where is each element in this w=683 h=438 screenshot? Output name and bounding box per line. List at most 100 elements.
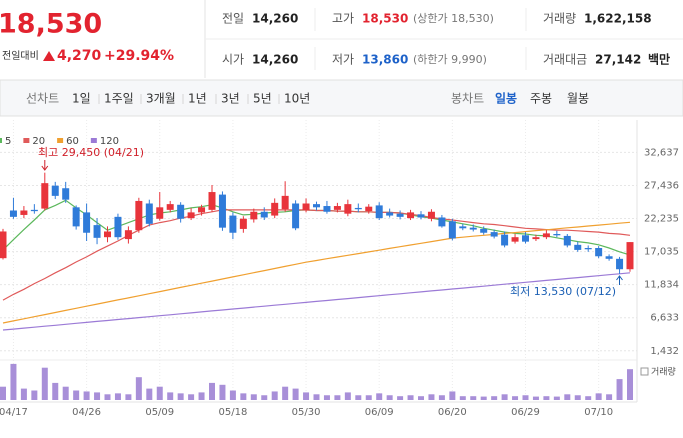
volume-bar xyxy=(125,394,132,400)
candle-body xyxy=(72,207,80,227)
stat-note: (상한가 18,530) xyxy=(413,12,494,25)
tab[interactable]: 주봉 xyxy=(530,92,552,106)
volume-bar xyxy=(418,396,424,400)
candle-body xyxy=(459,226,467,229)
y-tick-label: 1,432 xyxy=(650,346,679,357)
volume-bar xyxy=(323,395,330,400)
candle-body xyxy=(208,192,216,210)
x-tick-label: 05/30 xyxy=(292,407,321,418)
tab[interactable]: 1주일 xyxy=(104,92,134,106)
volume-bar xyxy=(543,396,550,400)
candle-body xyxy=(448,221,456,239)
volume-bar xyxy=(209,382,215,400)
candle-body xyxy=(553,234,561,236)
candle-body xyxy=(323,206,331,212)
tab[interactable]: 10년 xyxy=(284,92,310,106)
candle-body xyxy=(292,203,300,229)
volume-bar xyxy=(627,369,633,400)
tab[interactable]: 일봉 xyxy=(495,92,517,106)
volume-bar xyxy=(261,395,268,400)
candle-body xyxy=(563,235,571,246)
candle-body xyxy=(584,248,592,250)
candle-body xyxy=(386,212,394,216)
candle-body xyxy=(365,206,373,212)
tab[interactable]: 3년 xyxy=(221,92,240,106)
candle-body xyxy=(375,205,383,219)
volume-bar xyxy=(303,392,310,400)
candle-body xyxy=(605,256,613,259)
volume-bar xyxy=(376,393,383,400)
x-tick-label: 06/20 xyxy=(438,407,467,418)
volume-bar xyxy=(20,388,27,400)
candle-body xyxy=(239,218,247,229)
candle-body xyxy=(260,211,268,218)
tab[interactable]: 월봉 xyxy=(567,92,589,106)
volume-bar xyxy=(282,386,289,400)
y-tick-label: 11,834 xyxy=(644,280,679,291)
tab[interactable]: 1년 xyxy=(188,92,207,106)
stat-value: 18,530 xyxy=(362,12,408,26)
volume-bar xyxy=(292,388,299,400)
volume-bar xyxy=(532,396,539,400)
candle-body xyxy=(218,194,226,228)
stat-label: 시가 xyxy=(222,53,244,67)
volume-bar xyxy=(198,392,205,400)
legend-label: 5 xyxy=(5,136,11,147)
candle-body xyxy=(302,203,310,211)
candle-body xyxy=(187,212,195,219)
annotation-arrow-head xyxy=(616,275,623,281)
current-price: 18,530 xyxy=(0,9,102,40)
candle-body xyxy=(417,214,425,218)
volume-bar xyxy=(146,388,153,400)
tab[interactable]: 5년 xyxy=(253,92,272,106)
candle-body xyxy=(511,237,519,242)
stat-value: 14,260 xyxy=(252,12,298,26)
stat-label: 저가 xyxy=(332,53,354,67)
volume-bar xyxy=(167,392,174,400)
candle-body xyxy=(9,210,17,217)
x-tick-label: 04/26 xyxy=(72,407,101,418)
tab[interactable]: 3개월 xyxy=(146,92,176,106)
candle-body xyxy=(542,233,550,238)
high-annotation: 최고 29,450 (04/21) xyxy=(38,146,144,159)
volume-bar xyxy=(574,395,581,400)
legend-label: 120 xyxy=(100,136,119,147)
candle-body xyxy=(145,203,153,224)
candle-body xyxy=(104,231,111,238)
tab: 봉차트 xyxy=(451,92,484,106)
volume-bar xyxy=(501,394,508,400)
volume-bar xyxy=(470,396,477,400)
volume-bar xyxy=(94,392,101,400)
change-rate: +29.94% xyxy=(104,48,174,64)
candle-body xyxy=(124,230,132,240)
tab[interactable]: 1일 xyxy=(72,92,91,106)
candle-body xyxy=(198,207,206,213)
plot xyxy=(0,120,637,402)
candle-body xyxy=(344,204,352,214)
stat-label: 거래량 xyxy=(543,12,576,26)
candle-body xyxy=(114,216,122,238)
candle-body xyxy=(490,232,498,237)
candle-body xyxy=(396,213,404,217)
stat-label: 거래대금 xyxy=(543,53,587,67)
stat-value: 14,260 xyxy=(252,53,298,67)
candle-body xyxy=(0,231,7,259)
volume-bar xyxy=(553,396,560,400)
volume-icon xyxy=(640,367,649,376)
volume-bar xyxy=(564,394,571,400)
candle-body xyxy=(62,188,70,200)
volume-bar xyxy=(114,393,121,400)
x-tick-label: 07/10 xyxy=(584,407,613,418)
candle-body xyxy=(501,234,509,246)
x-tick-label: 05/18 xyxy=(218,407,247,418)
tab: 선차트 xyxy=(26,92,59,106)
candle-body xyxy=(438,217,446,227)
volume-bar xyxy=(344,392,351,400)
x-tick-label: 06/29 xyxy=(511,407,540,418)
volume-bar xyxy=(135,377,142,400)
legend-swatch xyxy=(90,138,97,143)
volume-bar xyxy=(491,396,498,400)
candle-body xyxy=(333,206,341,210)
volume-bar xyxy=(585,396,592,400)
